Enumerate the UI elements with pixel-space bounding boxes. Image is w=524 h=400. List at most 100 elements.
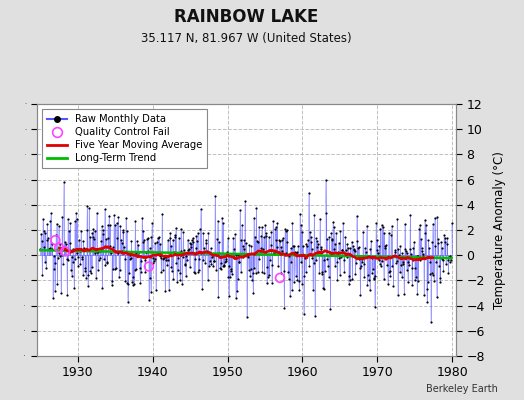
Point	[447, 220, 456, 226]
Point	[439, 268, 447, 274]
Point	[444, 270, 453, 276]
Point	[386, 268, 394, 274]
Point	[45, 246, 53, 252]
Point	[359, 261, 368, 267]
Point	[82, 274, 90, 281]
Text: 35.117 N, 81.967 W (United States): 35.117 N, 81.967 W (United States)	[141, 32, 352, 45]
Point	[301, 269, 310, 276]
Point	[269, 250, 278, 257]
Point	[63, 291, 71, 298]
Point	[387, 232, 395, 238]
Point	[184, 247, 192, 253]
Point	[288, 219, 297, 226]
Point	[46, 245, 54, 251]
Point	[321, 268, 329, 274]
Point	[249, 289, 257, 296]
Point	[419, 250, 428, 257]
Point	[372, 220, 380, 226]
Point	[80, 245, 88, 252]
Point	[292, 249, 301, 255]
Point	[330, 224, 338, 230]
Point	[411, 265, 420, 271]
Point	[403, 279, 412, 286]
Point	[330, 246, 339, 252]
Point	[442, 241, 451, 248]
Point	[337, 247, 346, 254]
Point	[108, 266, 117, 272]
Point	[234, 251, 243, 258]
Point	[432, 294, 441, 300]
Point	[282, 250, 290, 256]
Point	[412, 252, 421, 259]
Point	[392, 258, 401, 264]
Point	[308, 255, 316, 261]
Point	[363, 282, 372, 288]
Point	[222, 256, 231, 263]
Point	[446, 257, 455, 263]
Point	[130, 281, 138, 287]
Point	[267, 228, 276, 235]
Point	[145, 245, 154, 252]
Point	[357, 256, 366, 262]
Point	[439, 256, 447, 263]
Point	[132, 266, 140, 272]
Point	[377, 221, 386, 228]
Point	[190, 270, 199, 276]
Point	[48, 241, 56, 248]
Point	[213, 236, 221, 242]
Point	[271, 226, 279, 232]
Point	[445, 254, 453, 261]
Point	[436, 239, 445, 245]
Point	[420, 217, 429, 223]
Point	[438, 256, 446, 263]
Point	[396, 243, 405, 250]
Point	[93, 249, 101, 255]
Point	[97, 238, 105, 244]
Point	[102, 259, 111, 265]
Point	[444, 257, 452, 264]
Point	[314, 249, 323, 255]
Point	[209, 263, 217, 270]
Point	[206, 258, 214, 264]
Point	[143, 248, 151, 255]
Point	[424, 237, 433, 244]
Point	[101, 206, 109, 212]
Point	[206, 245, 215, 252]
Point	[65, 228, 73, 235]
Point	[112, 220, 121, 226]
Point	[380, 229, 388, 236]
Point	[236, 207, 244, 214]
Point	[367, 238, 375, 244]
Point	[106, 221, 114, 228]
Point	[61, 248, 69, 255]
Point	[325, 234, 333, 240]
Point	[137, 258, 146, 264]
Point	[94, 249, 103, 255]
Point	[276, 275, 284, 281]
Point	[354, 244, 363, 250]
Point	[394, 292, 402, 299]
Point	[105, 212, 113, 219]
Point	[183, 256, 191, 263]
Point	[242, 252, 250, 258]
Point	[122, 215, 130, 222]
Point	[396, 269, 404, 276]
Point	[344, 280, 353, 287]
Point	[198, 286, 206, 292]
Point	[432, 259, 440, 265]
Point	[200, 249, 209, 256]
Point	[154, 250, 162, 256]
Point	[195, 256, 204, 262]
Point	[141, 248, 150, 255]
Point	[39, 216, 47, 223]
Point	[64, 216, 72, 222]
Point	[159, 256, 168, 262]
Point	[179, 229, 188, 236]
Point	[360, 274, 368, 280]
Point	[264, 274, 272, 280]
Point	[261, 222, 269, 228]
Point	[242, 240, 250, 246]
Point	[112, 264, 120, 271]
Point	[67, 267, 75, 273]
Point	[53, 280, 61, 287]
